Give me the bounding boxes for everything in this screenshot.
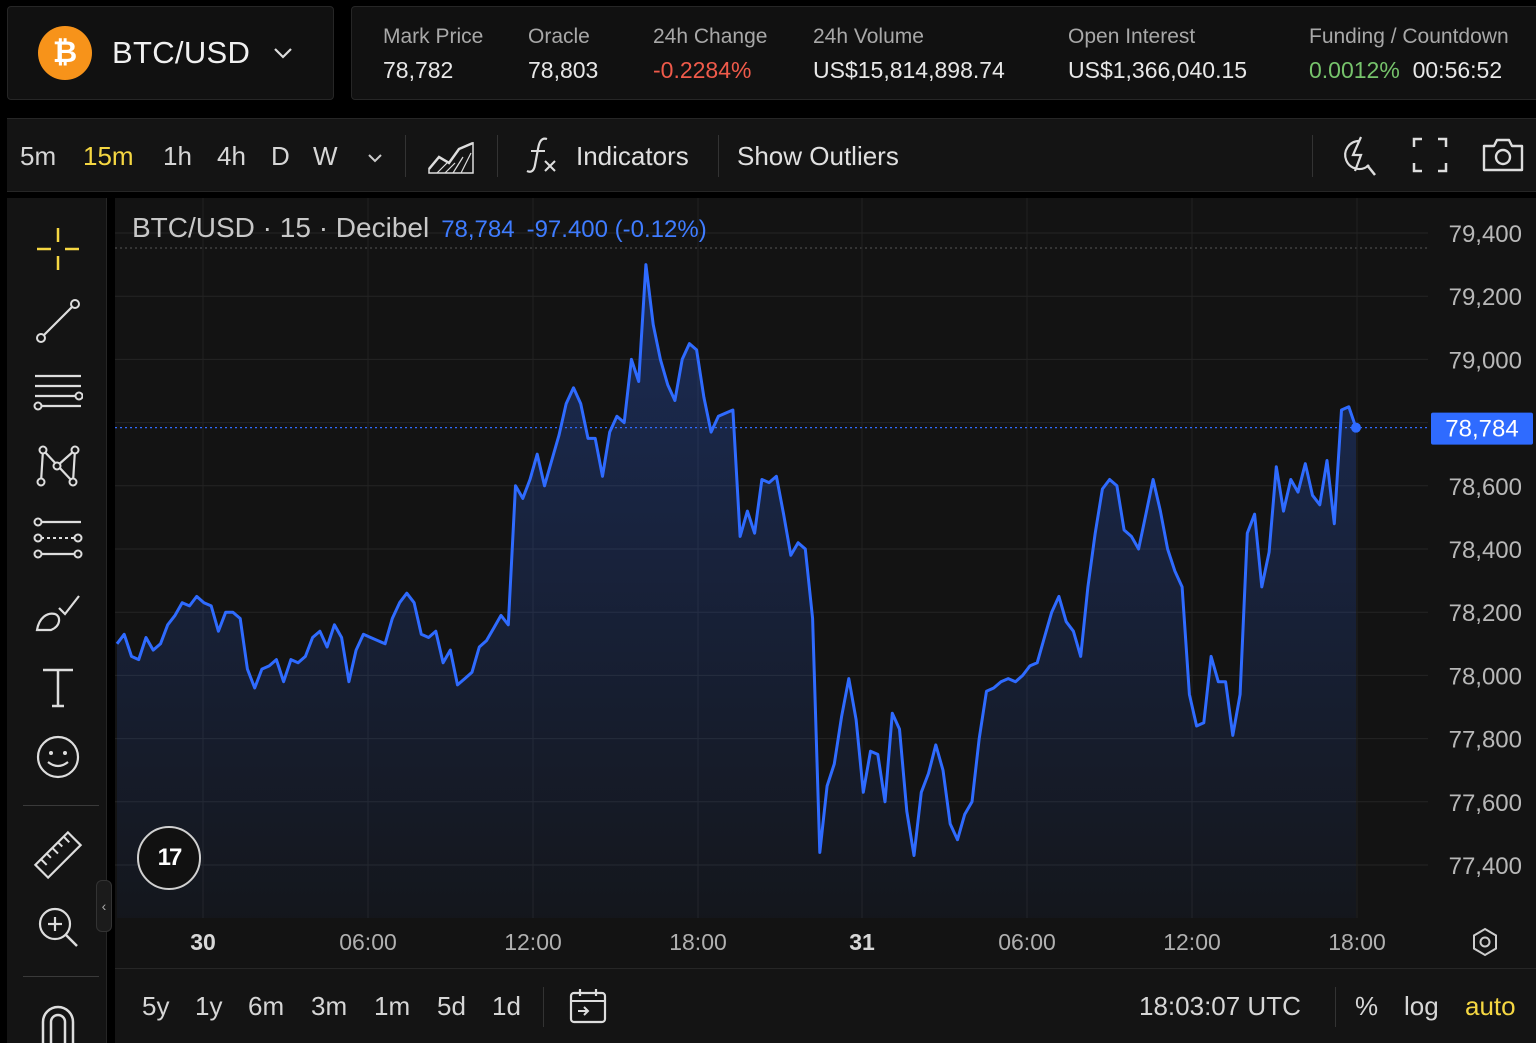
price-chart[interactable]: 79,400 79,200 79,000 78,600 78,400 78,200 78,0… bbox=[115, 198, 1536, 968]
y-tick-label: 77,600 bbox=[1449, 790, 1522, 817]
y-tick-label: 79,000 bbox=[1449, 347, 1522, 374]
range-bar: 5y 1y 6m 3m 1m 5d 1d 18:03:07 UTC % log … bbox=[115, 968, 1536, 1043]
timeframe-1h[interactable]: 1h bbox=[163, 141, 192, 171]
timeframe-5m[interactable]: 5m bbox=[20, 141, 57, 171]
timeframe-15m[interactable]: 15m bbox=[83, 141, 134, 171]
y-tick-label: 79,400 bbox=[1449, 221, 1522, 248]
fullscreen-icon[interactable] bbox=[1412, 137, 1448, 173]
stat-funding: Funding / Countdown 0.0012% 00:56:52 bbox=[1309, 25, 1509, 83]
funding-countdown: 00:56:52 bbox=[1412, 57, 1503, 83]
chart-legend: BTC/USD · 15 · Decibel 78,784 -97.400 (-0.… bbox=[132, 212, 707, 244]
last-price-badge bbox=[1431, 412, 1533, 445]
brush-icon[interactable] bbox=[33, 590, 83, 640]
pair-selector[interactable]: ₿ BTC/USD bbox=[7, 6, 334, 100]
y-tick-label: 78,000 bbox=[1449, 663, 1522, 690]
ruler-icon[interactable] bbox=[33, 830, 83, 880]
log-toggle[interactable]: log bbox=[1404, 991, 1439, 1021]
auto-toggle[interactable]: auto bbox=[1465, 991, 1516, 1021]
range-5d[interactable]: 5d bbox=[437, 991, 466, 1021]
x-tick-label: 30 bbox=[190, 929, 216, 955]
rail-collapse-button[interactable]: ‹ bbox=[96, 880, 112, 932]
crosshair-icon[interactable] bbox=[33, 224, 83, 274]
funding-rate: 0.0012% bbox=[1309, 57, 1400, 83]
date-range-icon[interactable] bbox=[568, 987, 608, 1025]
camera-icon[interactable] bbox=[1481, 137, 1525, 173]
zoom-in-icon[interactable] bbox=[33, 902, 83, 952]
y-tick-label: 78,400 bbox=[1449, 537, 1522, 564]
alert-icon[interactable] bbox=[1339, 135, 1379, 177]
magnet-icon[interactable] bbox=[33, 998, 83, 1043]
timeframe-w[interactable]: W bbox=[313, 141, 338, 171]
legend-title: BTC/USD · 15 · Decibel bbox=[132, 212, 430, 243]
text-icon[interactable] bbox=[33, 662, 83, 712]
timeframe-d[interactable]: D bbox=[271, 141, 290, 171]
function-icon[interactable] bbox=[525, 135, 559, 175]
fib-lines-icon[interactable] bbox=[33, 368, 83, 418]
stat-24h-volume: 24h Volume US$15,814,898.74 bbox=[813, 25, 1005, 83]
price-area-fill bbox=[117, 264, 1356, 919]
price-series-line bbox=[115, 263, 1358, 857]
x-tick-label: 18:00 bbox=[669, 929, 727, 955]
percent-toggle[interactable]: % bbox=[1355, 991, 1379, 1021]
x-tick-label: 31 bbox=[849, 929, 875, 955]
range-1m[interactable]: 1m bbox=[374, 991, 411, 1021]
market-stats: Mark Price 78,782 Oracle 78,803 24h Chan… bbox=[351, 6, 1536, 100]
range-3m[interactable]: 3m bbox=[311, 991, 348, 1021]
y-tick-label: 78,600 bbox=[1449, 474, 1522, 501]
y-tick-label: 79,200 bbox=[1449, 284, 1522, 311]
chart-type-icon[interactable] bbox=[427, 139, 475, 175]
y-tick-label: 77,800 bbox=[1449, 727, 1522, 754]
drawing-tools-rail bbox=[7, 198, 107, 1043]
y-tick-label: 78,200 bbox=[1449, 600, 1522, 627]
pair-name: BTC/USD bbox=[112, 35, 251, 70]
legend-change: -97.400 (-0.12%) bbox=[526, 216, 707, 243]
last-price-dot bbox=[1351, 422, 1361, 433]
stat-open-interest: Open Interest US$1,366,040.15 bbox=[1068, 25, 1248, 83]
legend-last-price: 78,784 bbox=[441, 216, 515, 243]
x-tick-label: 06:00 bbox=[339, 929, 397, 955]
stat-mark-price: Mark Price 78,782 bbox=[383, 25, 484, 83]
chevron-down-icon[interactable] bbox=[364, 147, 386, 169]
range-5y[interactable]: 5y bbox=[142, 991, 170, 1021]
utc-clock[interactable]: 18:03:07 UTC bbox=[1139, 991, 1301, 1021]
chart-canvas[interactable]: 79,400 79,200 79,000 78,600 78,400 78,200 78,0… bbox=[115, 198, 1536, 968]
x-tick-label: 12:00 bbox=[1163, 929, 1221, 955]
axis-settings-icon[interactable] bbox=[1473, 927, 1497, 957]
x-tick-label: 06:00 bbox=[998, 929, 1056, 955]
prediction-icon[interactable] bbox=[33, 514, 83, 564]
x-tick-label: 18:00 bbox=[1328, 929, 1386, 955]
tradingview-logo[interactable]: 17 bbox=[137, 826, 201, 890]
stat-24h-change: 24h Change -0.2284% bbox=[653, 25, 768, 83]
indicators-button[interactable]: Indicators bbox=[576, 141, 689, 171]
y-tick-label: 77,400 bbox=[1449, 853, 1522, 880]
chart-toolbar: 5m 15m 1h 4h D W Indicators Show Outlier… bbox=[7, 118, 1536, 192]
bitcoin-icon: ₿ bbox=[38, 26, 92, 80]
chevron-down-icon bbox=[274, 48, 292, 59]
x-tick-label: 12:00 bbox=[504, 929, 562, 955]
timeframe-4h[interactable]: 4h bbox=[217, 141, 246, 171]
range-6m[interactable]: 6m bbox=[248, 991, 285, 1021]
show-outliers-button[interactable]: Show Outliers bbox=[737, 141, 899, 171]
range-1y[interactable]: 1y bbox=[195, 991, 223, 1021]
stat-oracle: Oracle 78,803 bbox=[528, 25, 599, 83]
last-price-label: 78,784 bbox=[1445, 416, 1518, 443]
trend-line-icon[interactable] bbox=[33, 296, 83, 346]
range-1d[interactable]: 1d bbox=[492, 991, 521, 1021]
emoji-icon[interactable] bbox=[33, 732, 83, 782]
pattern-icon[interactable] bbox=[33, 440, 83, 490]
